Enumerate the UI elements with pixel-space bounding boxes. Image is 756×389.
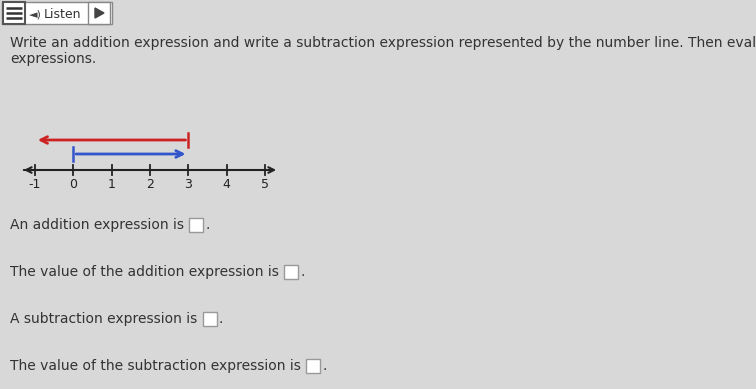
- Text: 3: 3: [184, 178, 192, 191]
- FancyBboxPatch shape: [189, 218, 203, 232]
- Polygon shape: [95, 8, 104, 18]
- Text: 1: 1: [107, 178, 116, 191]
- Text: .: .: [322, 359, 327, 373]
- FancyBboxPatch shape: [203, 312, 217, 326]
- FancyBboxPatch shape: [88, 2, 110, 24]
- Text: ◄): ◄): [29, 9, 42, 19]
- Text: An addition expression is: An addition expression is: [10, 218, 188, 232]
- Text: The value of the addition expression is: The value of the addition expression is: [10, 265, 283, 279]
- Text: Write an addition expression and write a subtraction expression represented by t: Write an addition expression and write a…: [10, 36, 756, 50]
- Text: 2: 2: [146, 178, 154, 191]
- Text: A subtraction expression is: A subtraction expression is: [10, 312, 202, 326]
- Text: 4: 4: [223, 178, 231, 191]
- FancyBboxPatch shape: [306, 359, 321, 373]
- FancyBboxPatch shape: [3, 2, 25, 24]
- Text: .: .: [300, 265, 305, 279]
- Text: The value of the subtraction expression is: The value of the subtraction expression …: [10, 359, 305, 373]
- Text: 5: 5: [261, 178, 269, 191]
- Text: .: .: [218, 312, 223, 326]
- Text: 0: 0: [70, 178, 77, 191]
- FancyBboxPatch shape: [284, 265, 299, 279]
- FancyBboxPatch shape: [2, 2, 112, 24]
- Text: -1: -1: [29, 178, 41, 191]
- Text: .: .: [206, 218, 209, 232]
- Text: expressions.: expressions.: [10, 52, 96, 66]
- Text: Listen: Listen: [44, 7, 82, 21]
